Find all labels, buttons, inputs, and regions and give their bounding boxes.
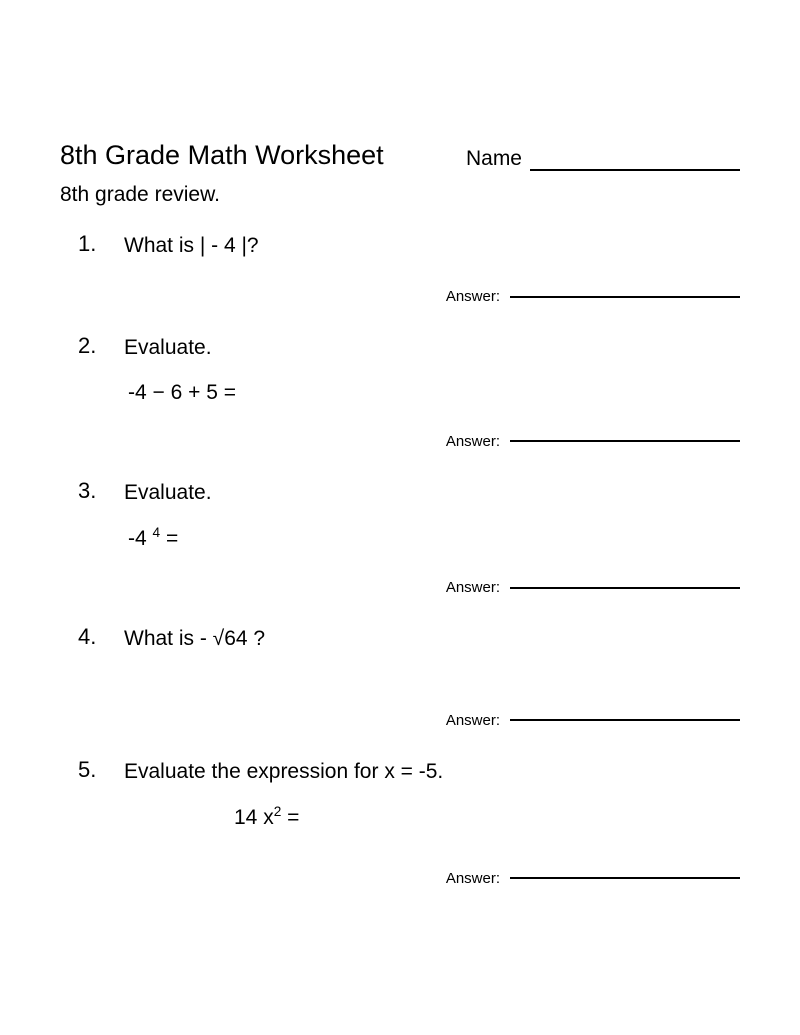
problem-text: Evaluate the expression for x = -5. (124, 757, 740, 786)
answer-input-line[interactable] (510, 440, 740, 442)
problem-text: Evaluate. (124, 333, 740, 362)
answer-input-line[interactable] (510, 296, 740, 298)
problem-text: Evaluate. (124, 478, 740, 507)
answer-row: Answer: (60, 579, 740, 596)
problem-expression: -4 4 = (124, 525, 740, 551)
problem: 2. Evaluate. -4 − 6 + 5 = (60, 333, 740, 404)
answer-label: Answer: (446, 712, 500, 729)
answer-row: Answer: (60, 870, 740, 887)
name-input-line[interactable] (530, 148, 740, 171)
name-label: Name (466, 147, 522, 171)
answer-label: Answer: (446, 433, 500, 450)
name-block: Name (466, 147, 740, 171)
answer-row: Answer: (60, 433, 740, 450)
answer-label: Answer: (446, 870, 500, 887)
problem-expression: 14 x2 = (124, 804, 740, 830)
problem: 3. Evaluate. -4 4 = (60, 478, 740, 551)
answer-label: Answer: (446, 288, 500, 305)
problem: 5. Evaluate the expression for x = -5. 1… (60, 757, 740, 830)
problem: 1. What is | - 4 |? (60, 231, 740, 260)
answer-row: Answer: (60, 712, 740, 729)
problem-expression: -4 − 6 + 5 = (124, 381, 740, 405)
problem-number: 2. (78, 333, 96, 359)
problem-number: 3. (78, 478, 96, 504)
answer-input-line[interactable] (510, 719, 740, 721)
problem-number: 1. (78, 231, 96, 257)
problem-text: What is - √64 ? (124, 624, 740, 653)
problem-number: 5. (78, 757, 96, 783)
header-row: 8th Grade Math Worksheet Name (60, 140, 740, 171)
answer-row: Answer: (60, 288, 740, 305)
problem-number: 4. (78, 624, 96, 650)
worksheet-title: 8th Grade Math Worksheet (60, 140, 384, 171)
problem-text: What is | - 4 |? (124, 231, 740, 260)
problem: 4. What is - √64 ? (60, 624, 740, 653)
answer-input-line[interactable] (510, 877, 740, 879)
answer-label: Answer: (446, 579, 500, 596)
answer-input-line[interactable] (510, 587, 740, 589)
worksheet-subtitle: 8th grade review. (60, 183, 740, 207)
